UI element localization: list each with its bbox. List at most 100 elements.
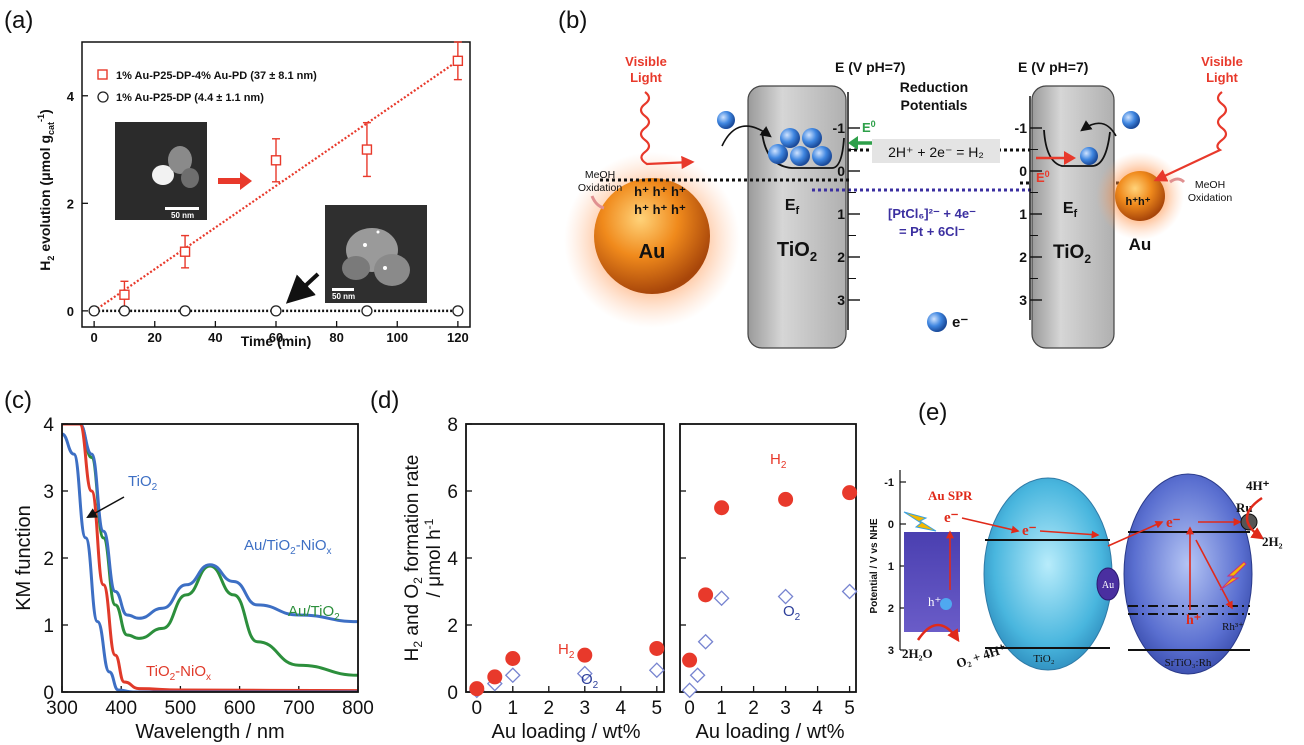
x-tick-label: 1 — [716, 698, 727, 719]
x-tick-label: 700 — [283, 698, 315, 719]
x-tick-label: 100 — [386, 330, 408, 345]
y-tick-label: 4 — [67, 89, 75, 104]
light-bolt-icon-left — [903, 511, 937, 532]
tio2-label-left: TiO2 — [777, 239, 817, 264]
data-point-filled-circle — [698, 587, 714, 603]
electron-transfer-arrow-right — [1080, 120, 1117, 137]
energy-tick-label: 0 — [837, 163, 845, 179]
data-point-diamond — [713, 590, 730, 607]
energy-tick-label: 2 — [1019, 249, 1027, 265]
electron — [812, 146, 832, 166]
electron — [780, 128, 800, 148]
x-tick-label: 600 — [224, 698, 256, 719]
inset-scalebar-2 — [332, 288, 354, 291]
y-tick-label: 2 — [67, 196, 74, 211]
x-tick-label: 4 — [616, 698, 627, 719]
e-axis-tick-label: 1 — [888, 561, 894, 573]
data-point-filled-circle — [778, 491, 794, 507]
data-point-circle — [179, 305, 191, 317]
energy-tick-label: 3 — [837, 292, 845, 308]
holes-right: h⁺h⁺ — [1125, 196, 1150, 208]
data-point-square — [179, 246, 191, 257]
inset-particle-large — [152, 165, 174, 185]
panel-d-right-frame — [679, 423, 857, 693]
ef-label-left: Ef — [785, 197, 800, 217]
x-tick-label: 3 — [780, 698, 791, 719]
visible-light-left-1: Visible — [625, 54, 667, 69]
energy-tick-label: 2 — [837, 249, 845, 265]
meoh-arrow-left — [590, 195, 605, 210]
fit-line-red — [93, 59, 459, 312]
e-au-label: Au — [1102, 580, 1114, 591]
y-tick-label: 0 — [43, 683, 54, 704]
data-point-circle — [361, 305, 373, 317]
e-axis-tick-label: -1 — [884, 477, 894, 489]
inset-dot-1 — [363, 243, 367, 247]
meoh-arrow-right — [1169, 177, 1186, 184]
au-particle-right — [1115, 171, 1165, 221]
panel-b-diagram: Au h⁺ h⁺ h⁺ h⁺ h⁺ h⁺ Visible Light MeOH … — [564, 54, 1243, 349]
y-tick-label: 0 — [447, 683, 458, 704]
panel-c-xlabel: Wavelength / nm — [135, 721, 284, 743]
e-arrow-1 — [961, 517, 1020, 534]
legend-marker-circle — [97, 91, 109, 103]
visible-light-right-2: Light — [1206, 70, 1238, 85]
annot-tio2-niox: TiO2-NiOx — [146, 663, 211, 683]
e-arrow-sr-h — [1195, 539, 1233, 610]
x-tick-label: 3 — [580, 698, 591, 719]
x-tick-label: 0 — [684, 698, 695, 719]
electron — [717, 111, 735, 129]
x-tick-label: 1 — [508, 698, 519, 719]
x-tick-label: 80 — [329, 330, 343, 345]
panel-d-right-xlabel: Au loading / wt% — [696, 721, 845, 743]
data-point-circle — [452, 305, 464, 317]
electron — [802, 128, 822, 148]
inset-particle-cluster — [168, 146, 192, 174]
e-hole-2: h⁺ — [1186, 613, 1201, 628]
holes-left-row2: h⁺ h⁺ h⁺ — [634, 202, 686, 217]
x-tick-label: 120 — [447, 330, 469, 345]
reduction-title-2: Potentials — [901, 97, 968, 113]
e-electron-3: e⁻ — [1166, 515, 1181, 531]
inset-pointer-arrow — [285, 272, 320, 304]
light-bolt-icon-right — [1219, 561, 1247, 591]
legend-series-1: 1% Au-P25-DP-4% Au-PD (37 ± 8.1 nm) — [116, 70, 317, 82]
electron-legend-label: e⁻ — [952, 314, 968, 331]
inset-scale-label-2: 50 nm — [332, 292, 355, 301]
e-h2-arrow — [1245, 496, 1265, 540]
y-tick-label: 0 — [67, 304, 74, 319]
meoh-left-2: Oxidation — [578, 182, 623, 194]
ru-node — [1240, 513, 1258, 531]
data-point-filled-circle — [842, 485, 858, 501]
data-point-diamond — [648, 662, 665, 679]
au-label-left: Au — [639, 241, 666, 263]
e-arrow-2 — [1039, 530, 1100, 539]
data-point-filled-circle — [505, 651, 521, 666]
e-srtio3-label: SrTiO₃:Rh — [1165, 657, 1212, 669]
energy-tick-label: -1 — [833, 120, 846, 136]
data-point-circle — [270, 305, 282, 317]
panel-c-chart: 300 400 500 600 700 800 0 1 2 3 4 TiO2 Au/TiO2-NiO… — [13, 415, 374, 743]
e-au-spr: Au SPR — [928, 488, 973, 503]
annot-au-tio2-niox: Au/TiO2-NiOx — [244, 537, 332, 557]
data-point-circle — [118, 305, 131, 317]
visible-light-left-2: Light — [630, 70, 662, 85]
data-point-diamond — [576, 665, 593, 682]
energy-tick-label: 1 — [837, 206, 845, 222]
d-right-o2-label: O2 — [783, 603, 801, 623]
panel-a-ylabel: H2 evolution (μmol gcat-1) — [36, 109, 56, 270]
data-point-filled-circle — [649, 640, 665, 656]
e-axis-tick-label: 0 — [888, 519, 894, 531]
e-tio2-label: TiO₂ — [1033, 653, 1054, 665]
light-wave-left — [639, 91, 695, 170]
x-tick-label: 0 — [472, 698, 483, 719]
y-tick-label: 3 — [43, 482, 54, 503]
panel-d-left-xlabel: Au loading / wt% — [492, 721, 641, 743]
electron-legend-icon — [927, 312, 947, 332]
inset-cluster-2c — [342, 256, 370, 280]
electron — [1122, 111, 1140, 129]
h2-reaction-box — [872, 139, 1000, 163]
visible-light-right-1: Visible — [1201, 54, 1243, 69]
